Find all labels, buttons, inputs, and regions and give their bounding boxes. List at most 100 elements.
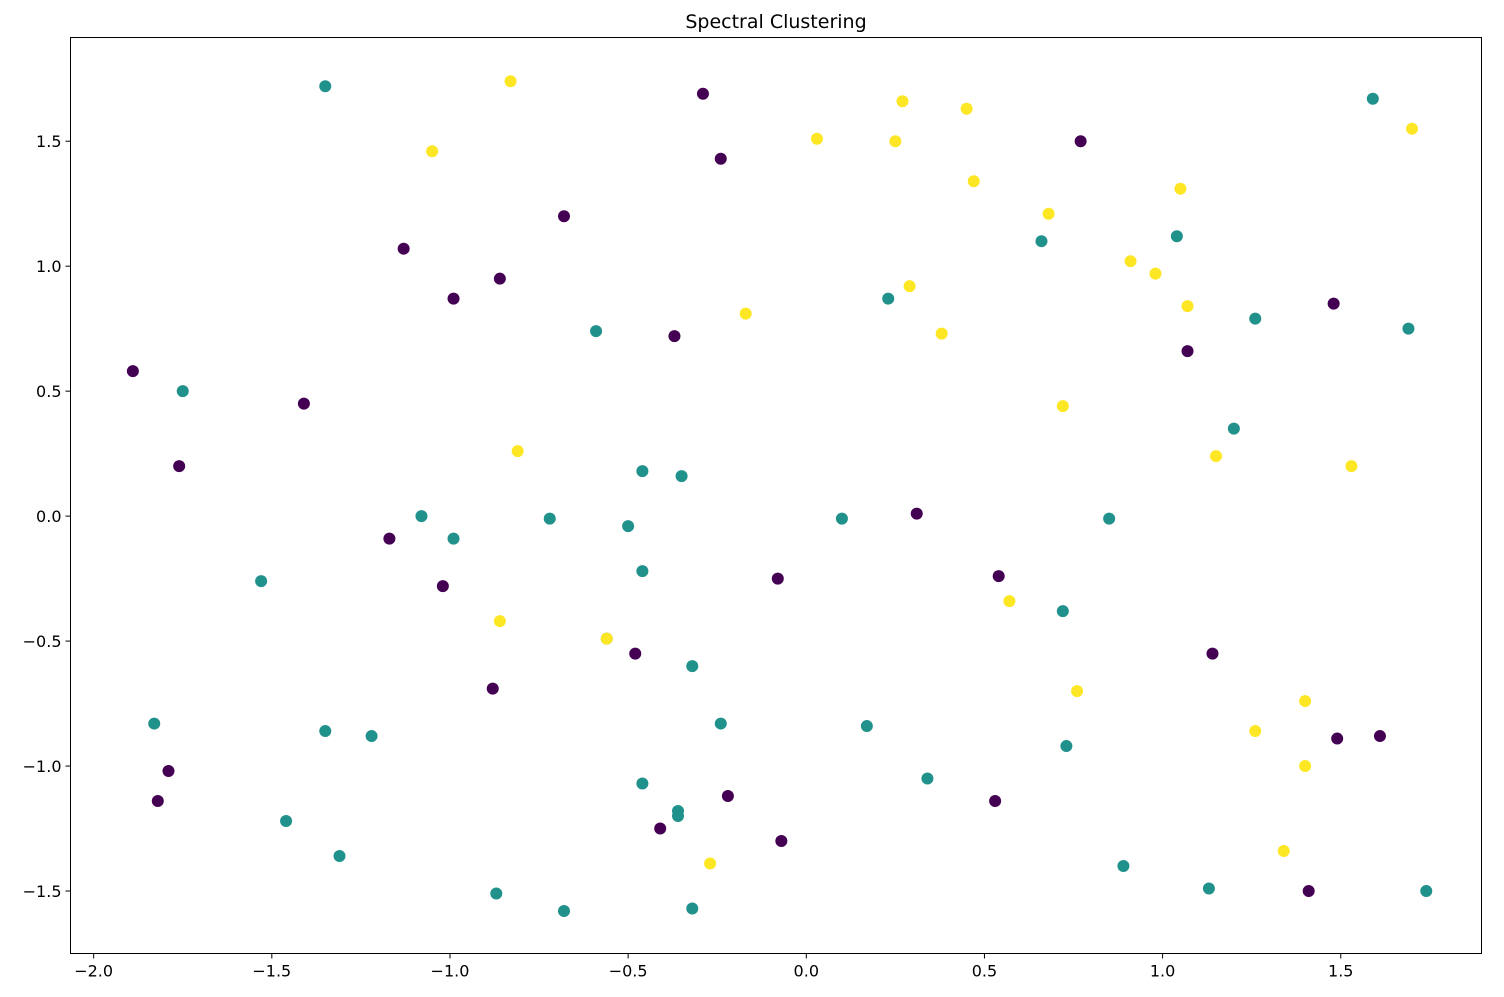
x-tick-label: 0.0 [794,962,819,981]
data-point [967,175,980,188]
data-point [493,272,506,285]
data-point [668,330,681,343]
data-point [1331,732,1344,745]
data-point [280,815,293,828]
data-point [1406,122,1419,135]
data-point [860,720,873,733]
data-point [590,325,603,338]
data-point [1060,740,1073,753]
data-point [1366,92,1379,105]
plot-area-frame [70,37,1482,954]
y-tick-label: −0.5 [23,632,62,651]
data-point [365,730,378,743]
data-point [1373,730,1386,743]
data-point [835,512,848,525]
data-point [636,565,649,578]
data-point [1181,345,1194,358]
data-point [1071,685,1084,698]
data-point [557,210,570,223]
data-point [255,575,268,588]
data-point [992,570,1005,583]
data-point [1174,182,1187,195]
data-point [739,307,752,320]
data-point [1103,512,1116,525]
data-point [714,717,727,730]
data-point [704,857,717,870]
data-point [903,280,916,293]
data-point [1056,605,1069,618]
y-tick-label: 1.0 [36,257,61,276]
y-tick-label: 1.5 [36,132,61,151]
data-point [1206,647,1219,660]
data-point [1035,235,1048,248]
data-point [297,397,310,410]
data-point [1302,885,1315,898]
cluster-1-points [148,80,1433,918]
y-tick-label: −1.5 [23,882,62,901]
data-point [447,292,460,305]
data-point [1327,297,1340,310]
data-point [696,87,709,100]
cluster-2-points [426,75,1419,870]
data-point [557,905,570,918]
data-point [126,365,139,378]
data-point [1117,860,1130,873]
data-points [126,75,1433,918]
data-point [1249,725,1262,738]
data-point [447,532,460,545]
x-tick-label: −1.5 [252,962,291,981]
cluster-0-points [126,87,1386,898]
x-tick-label: 0.5 [972,962,997,981]
data-point [504,75,517,88]
y-axis: −1.5 −1.0 −0.5 0.0 0.5 1.0 1.5 [23,132,71,901]
x-tick-label: 1.5 [1328,962,1353,981]
data-point [1149,267,1162,280]
data-point [960,102,973,115]
data-point [889,135,902,148]
data-point [636,777,649,790]
data-point [490,887,503,900]
data-point [771,572,784,585]
data-point [1042,207,1055,220]
data-point [1003,595,1016,608]
data-point [622,520,635,533]
data-point [686,902,699,915]
data-point [319,80,332,93]
data-point [1277,845,1290,858]
data-point [543,512,556,525]
x-tick-label: −0.5 [609,962,648,981]
data-point [1202,882,1215,895]
data-point [1299,760,1312,773]
data-point [176,385,189,398]
data-point [148,717,161,730]
data-point [383,532,396,545]
data-point [686,660,699,673]
chart-title: Spectral Clustering [685,11,866,33]
y-tick-label: −1.0 [23,757,62,776]
data-point [721,790,734,803]
x-tick-label: −1.0 [431,962,470,981]
data-point [436,580,449,593]
data-point [1124,255,1137,268]
y-tick-label: 0.0 [36,507,61,526]
data-point [989,795,1002,808]
data-point [486,682,499,695]
data-point [600,632,613,645]
data-point [415,510,428,523]
data-point [162,765,175,778]
data-point [882,292,895,305]
data-point [1299,695,1312,708]
data-point [319,725,332,738]
data-point [672,810,685,823]
data-point [1074,135,1087,148]
data-point [493,615,506,628]
data-point [151,795,164,808]
data-point [675,470,688,483]
data-point [1056,400,1069,413]
x-axis: −2.0 −1.5 −1.0 −0.5 0.0 0.5 1.0 1.5 [74,953,1353,981]
data-point [654,822,667,835]
data-point [636,465,649,478]
data-point [1210,450,1223,463]
data-point [1249,312,1262,325]
